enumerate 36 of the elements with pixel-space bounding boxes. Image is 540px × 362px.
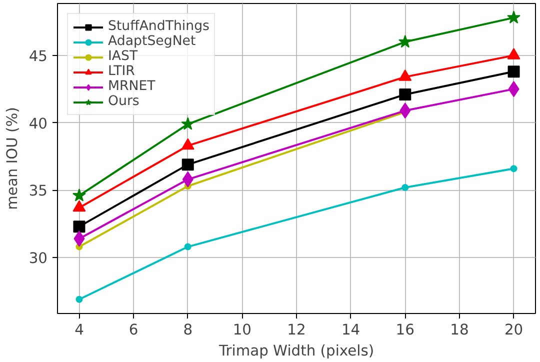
x-tick-label: 12 [287, 322, 306, 338]
x-tick-label: 8 [183, 322, 193, 338]
legend-label: LTIR [108, 64, 135, 79]
point [398, 34, 412, 48]
point [73, 220, 86, 233]
legend-label: MRNET [108, 79, 156, 94]
point [398, 70, 412, 81]
point [181, 117, 195, 130]
y-tick-label: 40 [28, 115, 48, 132]
x-tick-label: 20 [504, 322, 524, 338]
legend-label: Ours [108, 94, 140, 109]
point [507, 10, 520, 24]
legend-label: AdaptSegNet [108, 34, 196, 49]
point [181, 138, 194, 150]
point [182, 158, 194, 171]
point [76, 296, 83, 303]
x-tick-label: 4 [74, 322, 84, 338]
y-tick-label: 45 [28, 48, 48, 65]
x-axis-title: Trimap Width (pixels) [218, 342, 374, 360]
x-tick-label: 16 [396, 322, 414, 338]
point [72, 188, 86, 202]
x-tick-label: 6 [128, 322, 138, 338]
x-tick-label: 14 [341, 322, 360, 338]
point [510, 165, 518, 172]
y-tick-label: 30 [28, 250, 48, 268]
point [184, 243, 192, 250]
y-axis-title: mean IOU (%) [4, 107, 21, 210]
point [508, 66, 520, 78]
legend-label: StuffAndThings [108, 19, 210, 34]
x-tick-label: 10 [232, 322, 252, 338]
x-tick-label: 18 [450, 322, 469, 338]
point [507, 48, 520, 60]
point [399, 88, 412, 100]
legend-label: IAST [108, 49, 138, 64]
y-tick-label: 35 [28, 182, 48, 200]
point [402, 184, 409, 191]
